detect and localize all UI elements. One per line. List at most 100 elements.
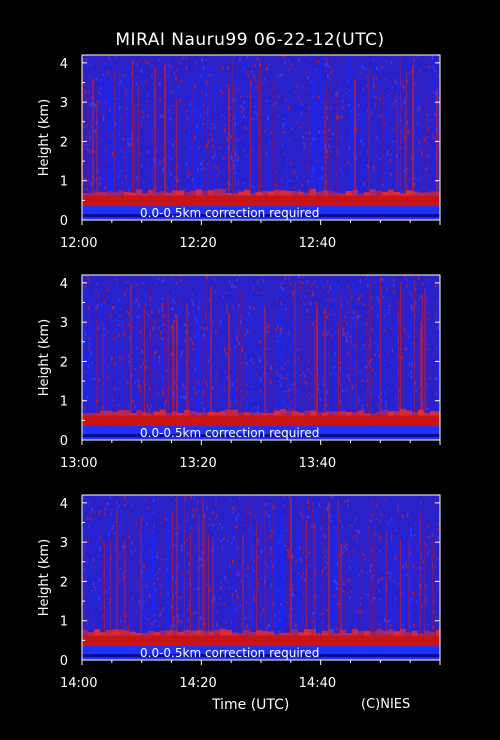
noise-speckle	[336, 149, 339, 153]
noise-speckle	[400, 147, 403, 150]
noise-speckle	[437, 523, 439, 526]
noise-speckle	[359, 279, 362, 283]
noise-speckle	[118, 83, 121, 87]
noise-speckle	[246, 602, 249, 604]
noise-speckle	[322, 188, 324, 190]
noise-speckle	[241, 110, 243, 114]
cloud-layer-top	[400, 628, 406, 636]
noise-speckle	[149, 296, 152, 300]
noise-speckle	[221, 548, 224, 550]
noise-streak	[390, 520, 392, 660]
noise-speckle	[371, 328, 374, 331]
noise-speckle	[347, 161, 350, 165]
noise-speckle	[135, 346, 138, 349]
noise-streak	[234, 296, 235, 440]
noise-speckle	[127, 142, 129, 145]
noise-speckle	[376, 66, 378, 71]
noise-streak	[328, 296, 330, 440]
noise-speckle	[197, 587, 199, 591]
noise-speckle	[238, 573, 240, 577]
noise-speckle	[128, 312, 130, 315]
noise-speckle	[252, 386, 254, 388]
noise-speckle	[189, 537, 191, 539]
noise-streak	[360, 542, 361, 660]
noise-speckle	[329, 287, 332, 290]
noise-speckle	[373, 81, 375, 85]
noise-speckle	[333, 594, 336, 598]
noise-speckle	[342, 99, 345, 103]
cloud-layer-band	[82, 195, 440, 207]
noise-streak	[258, 518, 260, 660]
noise-speckle	[98, 378, 100, 382]
noise-streak	[366, 315, 368, 440]
noise-speckle	[407, 514, 409, 518]
noise-speckle	[236, 138, 239, 141]
noise-speckle	[177, 619, 179, 623]
cloud-layer-top	[274, 189, 280, 196]
cloud-layer-top	[238, 633, 244, 636]
cloud-layer-top	[100, 632, 106, 636]
noise-speckle	[321, 177, 323, 180]
noise-speckle	[352, 317, 354, 319]
noise-speckle	[283, 576, 285, 578]
noise-streak	[354, 280, 356, 440]
noise-speckle	[230, 155, 233, 160]
noise-speckle	[410, 364, 413, 368]
noise-speckle	[99, 510, 101, 513]
noise-speckle	[380, 391, 382, 396]
noise-speckle	[259, 340, 261, 344]
noise-speckle	[228, 164, 230, 168]
noise-speckle	[88, 76, 91, 79]
noise-speckle	[280, 283, 283, 285]
noise-speckle	[276, 297, 278, 299]
noise-speckle	[126, 380, 128, 383]
noise-speckle	[93, 566, 96, 569]
noise-speckle	[432, 610, 434, 614]
noise-streak	[344, 544, 345, 660]
y-tick-label: 0	[60, 214, 68, 229]
noise-speckle	[364, 67, 366, 70]
noise-speckle	[410, 598, 412, 602]
noise-speckle	[150, 404, 153, 408]
noise-speckle	[165, 347, 167, 352]
noise-speckle	[324, 189, 327, 192]
noise-speckle	[326, 608, 328, 612]
noise-speckle	[371, 513, 373, 517]
noise-streak	[268, 316, 269, 440]
noise-speckle	[152, 327, 154, 331]
noise-speckle	[257, 582, 259, 585]
noise-speckle	[280, 603, 283, 606]
noise-speckle	[233, 55, 235, 58]
noise-speckle	[159, 336, 161, 339]
noise-speckle	[409, 562, 411, 564]
noise-speckle	[153, 321, 156, 323]
noise-streak	[384, 533, 386, 660]
noise-speckle	[123, 333, 126, 337]
noise-speckle	[280, 301, 282, 305]
noise-speckle	[316, 366, 318, 370]
noise-speckle	[88, 313, 90, 316]
noise-speckle	[146, 599, 148, 602]
noise-speckle	[418, 140, 420, 144]
noise-speckle	[120, 309, 122, 311]
noise-speckle	[327, 626, 329, 628]
noise-speckle	[116, 278, 118, 283]
noise-speckle	[361, 404, 364, 409]
noise-speckle	[114, 545, 117, 548]
noise-speckle	[320, 526, 322, 529]
cloud-layer-top	[388, 411, 394, 416]
noise-speckle	[330, 71, 332, 74]
noise-streak	[382, 309, 384, 440]
noise-speckle	[224, 347, 226, 352]
noise-speckle	[323, 287, 325, 289]
noise-speckle	[193, 108, 195, 112]
noise-speckle	[311, 323, 314, 325]
noise-speckle	[369, 365, 372, 369]
cloud-layer-top	[334, 633, 340, 636]
noise-speckle	[406, 278, 409, 282]
noise-speckle	[389, 624, 391, 627]
noise-speckle	[271, 565, 274, 568]
noise-speckle	[375, 372, 377, 375]
noise-speckle	[176, 175, 179, 178]
noise-speckle	[277, 540, 280, 545]
